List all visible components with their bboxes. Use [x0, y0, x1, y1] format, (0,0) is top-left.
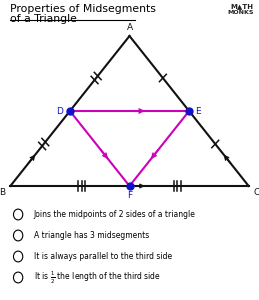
- Text: A: A: [126, 22, 133, 32]
- Circle shape: [13, 251, 23, 262]
- Text: F: F: [127, 190, 132, 200]
- Text: MONKS: MONKS: [227, 11, 254, 16]
- Text: B: B: [0, 188, 5, 197]
- Text: of a Triangle: of a Triangle: [10, 14, 77, 23]
- Text: Properties of Midsegments: Properties of Midsegments: [10, 4, 156, 14]
- Circle shape: [13, 272, 23, 283]
- Text: Joins the midpoints of 2 sides of a triangle: Joins the midpoints of 2 sides of a tria…: [34, 210, 196, 219]
- Text: It is $\frac{1}{2}$ the length of the third side: It is $\frac{1}{2}$ the length of the th…: [34, 269, 161, 286]
- Text: 4: 4: [16, 274, 20, 280]
- Text: 3: 3: [16, 254, 20, 260]
- Text: 1: 1: [16, 212, 20, 218]
- Text: M▲TH: M▲TH: [231, 3, 254, 9]
- Text: A triangle has 3 midsegments: A triangle has 3 midsegments: [34, 231, 149, 240]
- Text: E: E: [196, 106, 201, 116]
- Text: 2: 2: [16, 232, 20, 238]
- Circle shape: [13, 230, 23, 241]
- Circle shape: [13, 209, 23, 220]
- Text: It is always parallel to the third side: It is always parallel to the third side: [34, 252, 172, 261]
- Text: C: C: [254, 188, 259, 197]
- Text: D: D: [56, 106, 63, 116]
